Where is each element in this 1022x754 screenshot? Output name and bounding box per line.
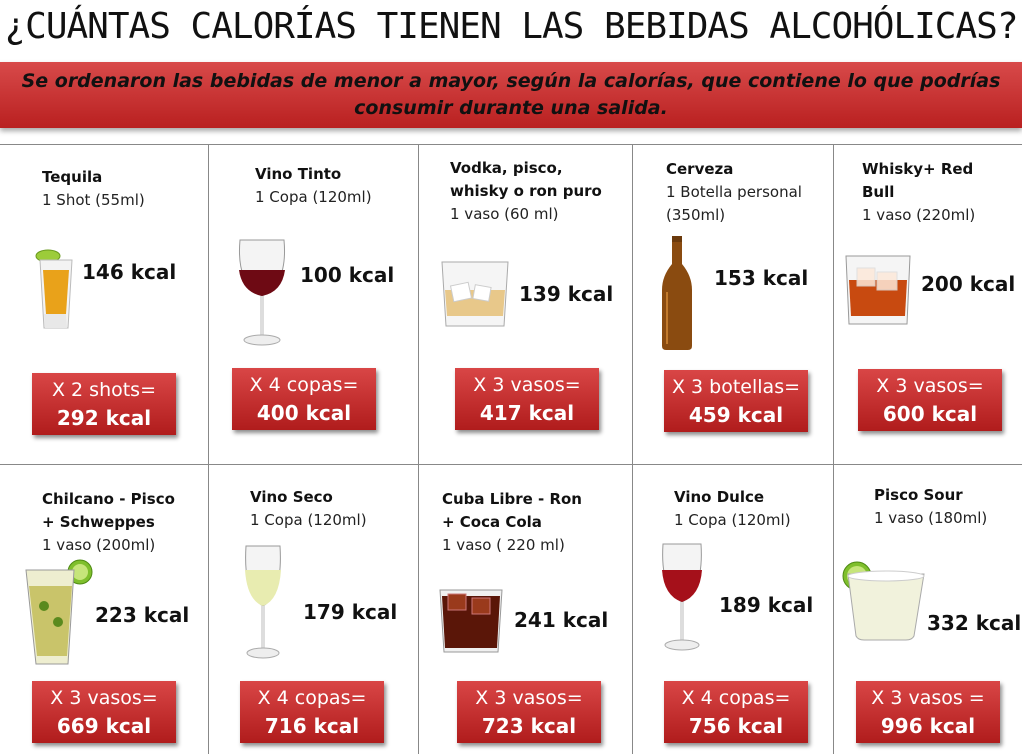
total-multiplier: X 2 shots= — [51, 379, 157, 401]
drink-kcal: 153 kcal — [714, 266, 809, 290]
drink-name: Vino Seco — [250, 488, 333, 506]
rocks-glass-icon — [438, 256, 512, 334]
drink-name: whisky o ron puro — [450, 182, 602, 200]
total-kcal: 716 kcal — [264, 714, 360, 738]
total-multiplier: X 4 copas= — [257, 687, 367, 709]
drink-name: Pisco Sour — [874, 486, 963, 504]
total-multiplier: X 3 vasos= — [50, 687, 158, 709]
drink-serving: 1 vaso (200ml) — [42, 536, 156, 554]
drink-name: Cerveza — [666, 160, 734, 178]
drink-serving: 1 Botella personal — [666, 183, 802, 201]
red-wine-glass-icon — [234, 234, 290, 353]
drink-serving: 1 Copa (120ml) — [255, 188, 372, 206]
drink-serving: 1 vaso (180ml) — [874, 509, 988, 527]
drink-serving: 1 vaso (60 ml) — [450, 205, 559, 223]
drink-name: Cuba Libre - Ron — [442, 490, 582, 508]
drink-kcal: 179 kcal — [303, 600, 398, 624]
total-kcal: 417 kcal — [479, 401, 575, 425]
drink-name: + Schweppes — [42, 513, 155, 531]
total-kcal-box: X 3 vasos= 669 kcal — [32, 681, 176, 743]
drink-kcal: 146 kcal — [82, 260, 177, 284]
tequila-shot-icon — [34, 244, 78, 338]
chilcano-glass-icon — [22, 556, 94, 672]
drink-serving: (350ml) — [666, 206, 726, 224]
total-kcal: 996 kcal — [880, 714, 976, 738]
drink-kcal: 100 kcal — [300, 263, 395, 287]
grid-divider-col-2 — [418, 144, 419, 754]
subtitle-banner: Se ordenaron las bebidas de menor a mayo… — [0, 62, 1022, 128]
total-multiplier: X 3 vasos = — [871, 687, 985, 709]
total-kcal-box: X 3 vasos = 996 kcal — [856, 681, 1000, 743]
total-multiplier: X 4 copas= — [681, 687, 791, 709]
beer-bottle-icon — [658, 234, 696, 356]
drink-kcal: 200 kcal — [921, 272, 1016, 296]
total-kcal: 756 kcal — [688, 714, 784, 738]
drink-name: Vino Tinto — [255, 165, 342, 183]
drink-name: Vodka, pisco, — [450, 159, 563, 177]
drink-name: Vino Dulce — [674, 488, 765, 506]
page-title: ¿CUÁNTAS CALORÍAS TIENEN LAS BEBIDAS ALC… — [4, 6, 1018, 47]
total-multiplier: X 3 botellas= — [671, 376, 801, 398]
drink-serving: 1 Shot (55ml) — [42, 191, 145, 209]
total-kcal: 600 kcal — [882, 402, 978, 426]
total-multiplier: X 3 vasos= — [475, 687, 583, 709]
drink-kcal: 241 kcal — [514, 608, 609, 632]
total-multiplier: X 3 vasos= — [473, 374, 581, 396]
whisky-glass-icon — [843, 250, 913, 334]
drink-name: Bull — [862, 183, 895, 201]
grid-divider-col-1 — [208, 144, 209, 754]
drinks-grid — [0, 144, 1022, 754]
drink-serving: 1 vaso (220ml) — [862, 206, 976, 224]
drink-kcal: 139 kcal — [519, 282, 614, 306]
drink-name: Tequila — [42, 168, 103, 186]
total-kcal: 292 kcal — [56, 406, 152, 430]
total-kcal-box: X 3 vasos= 600 kcal — [858, 369, 1002, 431]
drink-serving: 1 Copa (120ml) — [674, 511, 791, 529]
grid-divider-middle — [0, 464, 1022, 465]
total-kcal-box: X 4 copas= 756 kcal — [664, 681, 808, 743]
total-kcal: 723 kcal — [481, 714, 577, 738]
total-kcal: 669 kcal — [56, 714, 152, 738]
total-multiplier: X 3 vasos= — [876, 375, 984, 397]
sweet-wine-glass-icon — [658, 540, 706, 656]
drink-name: + Coca Cola — [442, 513, 542, 531]
total-multiplier: X 4 copas= — [249, 374, 359, 396]
white-wine-glass-icon — [241, 542, 285, 664]
total-kcal-box: X 3 botellas= 459 kcal — [664, 370, 808, 432]
drink-serving: 1 Copa (120ml) — [250, 511, 367, 529]
banner-text: Se ordenaron las bebidas de menor a mayo… — [21, 70, 1001, 119]
total-kcal-box: X 4 copas= 400 kcal — [232, 368, 376, 430]
drink-serving: 1 vaso ( 220 ml) — [442, 536, 565, 554]
total-kcal-box: X 3 vasos= 723 kcal — [457, 681, 601, 743]
drink-name: Whisky+ Red — [862, 160, 974, 178]
grid-divider-col-4 — [833, 144, 834, 754]
grid-divider-top — [0, 144, 1022, 145]
total-kcal: 459 kcal — [688, 403, 784, 427]
drink-name: Chilcano - Pisco — [42, 490, 175, 508]
total-kcal-box: X 3 vasos= 417 kcal — [455, 368, 599, 430]
grid-divider-col-3 — [632, 144, 633, 754]
cuba-libre-glass-icon — [438, 586, 504, 660]
drink-kcal: 189 kcal — [719, 593, 814, 617]
total-kcal-box: X 2 shots= 292 kcal — [32, 373, 176, 435]
total-kcal: 400 kcal — [256, 401, 352, 425]
drink-kcal: 223 kcal — [95, 603, 190, 627]
pisco-sour-glass-icon — [836, 556, 928, 648]
total-kcal-box: X 4 copas= 716 kcal — [240, 681, 384, 743]
drink-kcal: 332 kcal — [927, 611, 1022, 635]
